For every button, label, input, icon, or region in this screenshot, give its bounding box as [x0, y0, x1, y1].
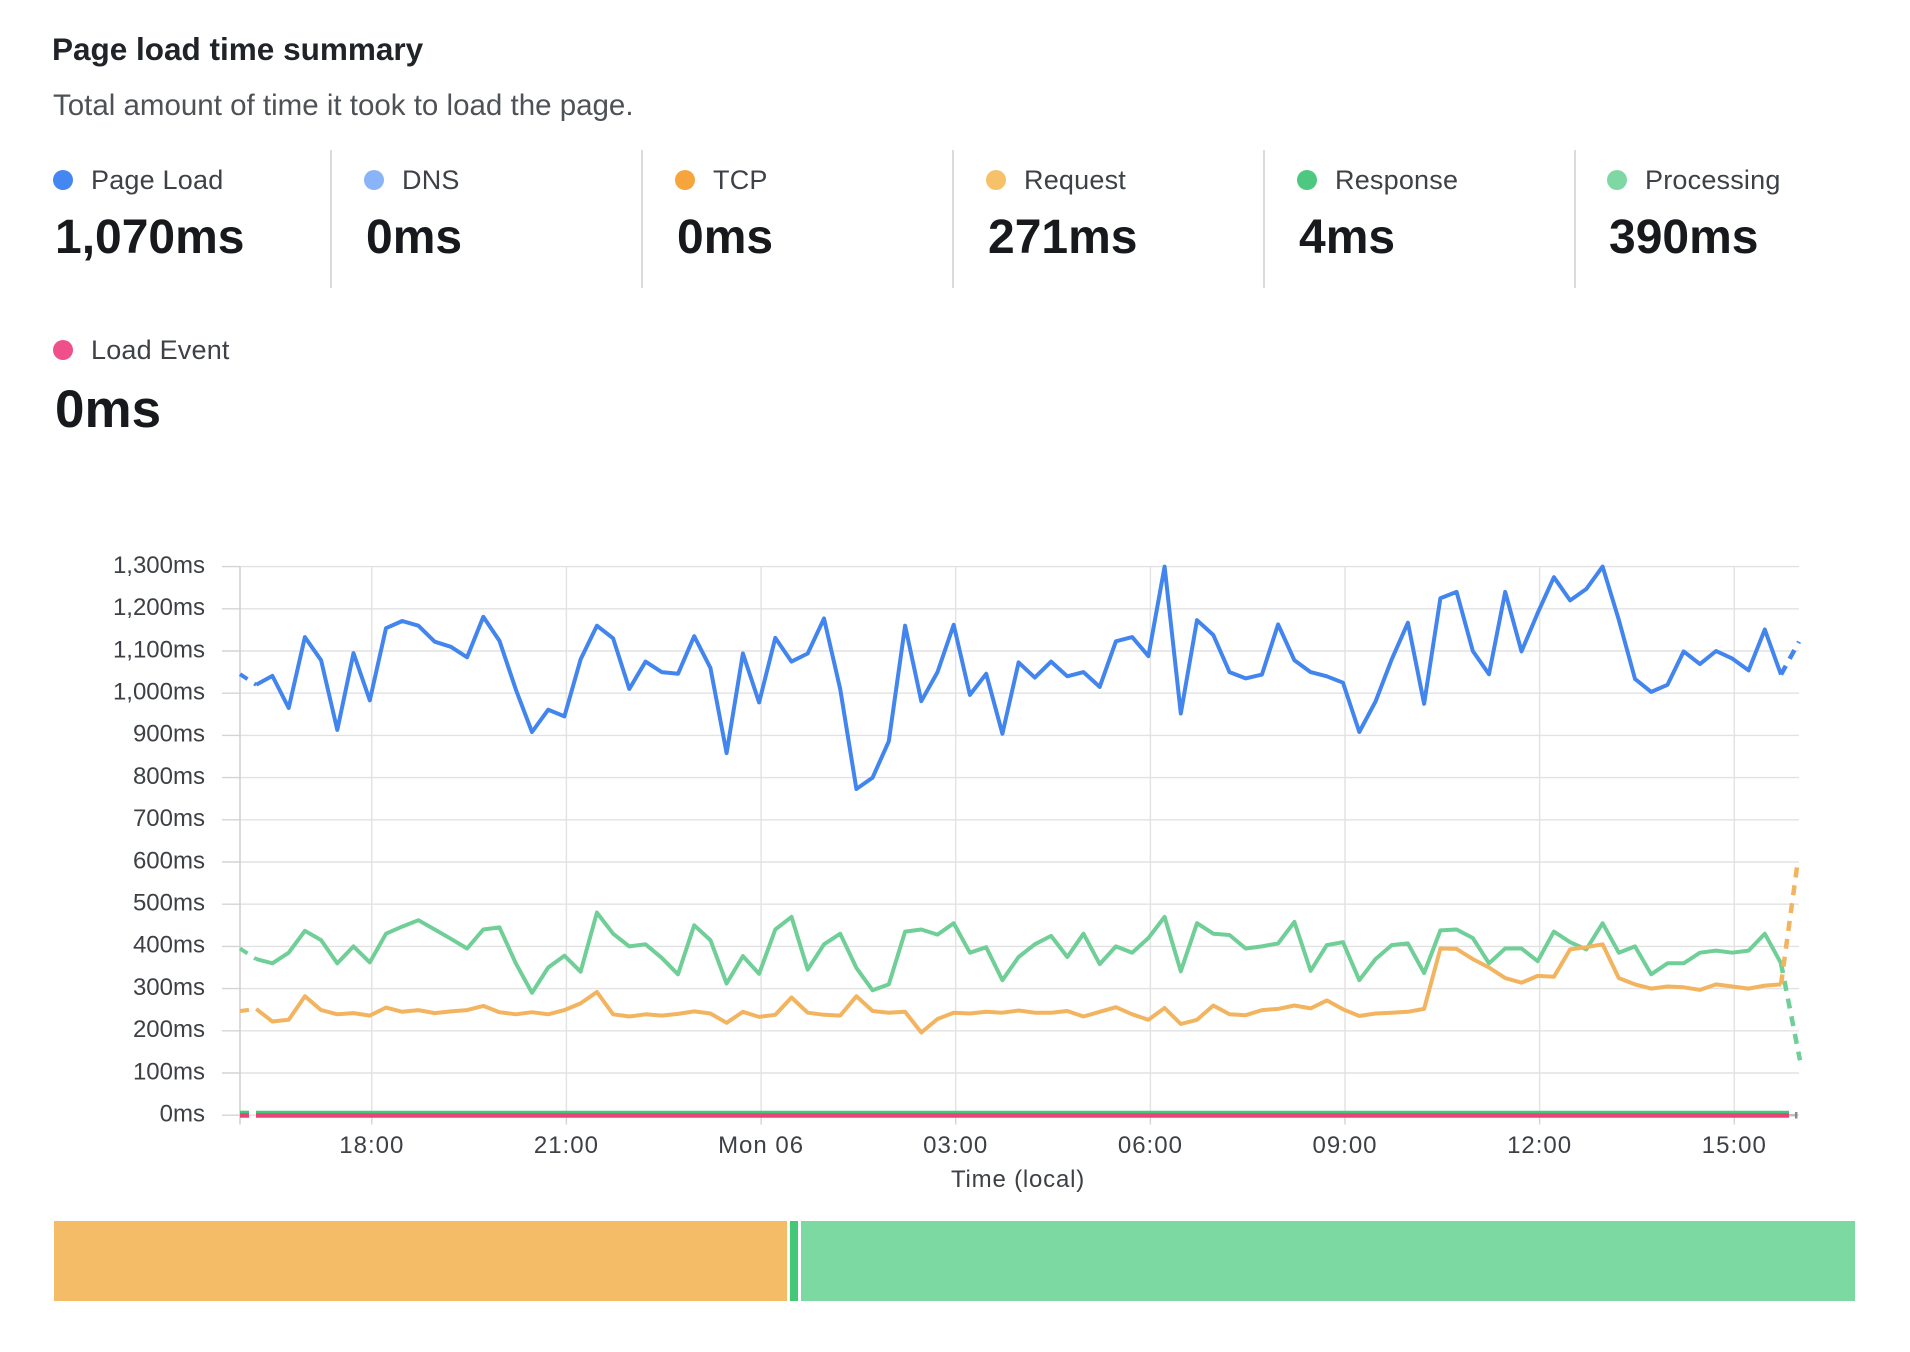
svg-text:400ms: 400ms [133, 932, 205, 959]
svg-text:21:00: 21:00 [534, 1132, 599, 1159]
svg-text:500ms: 500ms [133, 890, 205, 917]
svg-text:Time (local): Time (local) [951, 1166, 1085, 1193]
svg-text:1,000ms: 1,000ms [113, 679, 205, 706]
svg-text:1,300ms: 1,300ms [113, 552, 205, 579]
svg-text:12:00: 12:00 [1507, 1132, 1572, 1159]
svg-text:06:00: 06:00 [1118, 1132, 1183, 1159]
svg-text:900ms: 900ms [133, 721, 205, 748]
svg-text:800ms: 800ms [133, 763, 205, 790]
svg-text:1,100ms: 1,100ms [113, 636, 205, 663]
svg-text:03:00: 03:00 [923, 1132, 988, 1159]
svg-text:1,200ms: 1,200ms [113, 594, 205, 621]
svg-text:300ms: 300ms [133, 974, 205, 1001]
svg-text:18:00: 18:00 [339, 1132, 404, 1159]
svg-text:200ms: 200ms [133, 1016, 205, 1043]
svg-text:09:00: 09:00 [1312, 1132, 1377, 1159]
svg-text:600ms: 600ms [133, 847, 205, 874]
svg-text:700ms: 700ms [133, 805, 205, 832]
svg-text:15:00: 15:00 [1702, 1132, 1767, 1159]
svg-text:Mon 06: Mon 06 [718, 1132, 804, 1159]
svg-text:0ms: 0ms [160, 1101, 205, 1128]
svg-text:100ms: 100ms [133, 1058, 205, 1085]
